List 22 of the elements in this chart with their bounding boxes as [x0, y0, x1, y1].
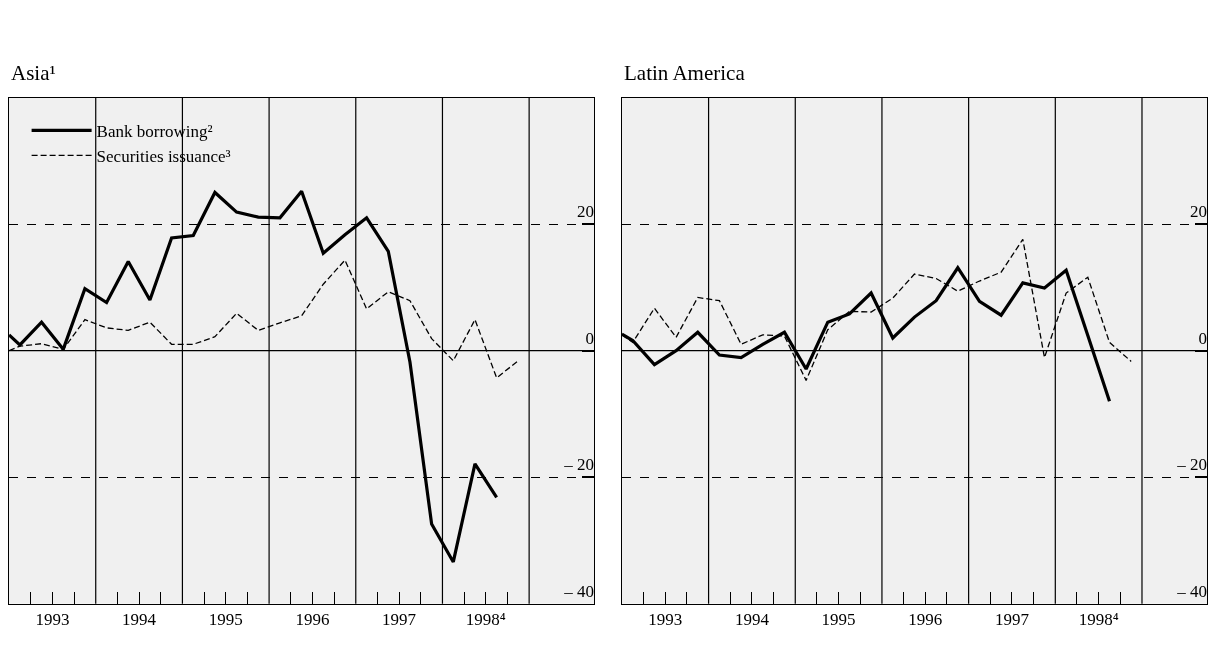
- x-tick-label: 1997: [994, 610, 1030, 630]
- y-tick-label: 20: [1189, 202, 1207, 222]
- y-tick-label: – 20: [1176, 455, 1207, 475]
- chart-title: Asia¹: [11, 61, 56, 85]
- x-tick-label: 1994: [122, 610, 157, 630]
- x-tick-label: 1996: [908, 610, 943, 630]
- x-tick-label: 1998⁴: [465, 610, 506, 630]
- y-tick-label: 0: [1198, 328, 1207, 348]
- y-tick-label: – 20: [563, 455, 595, 475]
- y-tick-label: 20: [577, 202, 595, 222]
- chart-title: Latin America: [624, 61, 746, 85]
- y-tick-label: 0: [585, 328, 595, 348]
- y-tick-label: – 40: [563, 582, 595, 602]
- x-tick-label: 1997: [382, 610, 417, 630]
- x-tick-label: 1995: [821, 610, 856, 630]
- x-tick-label: 1993: [648, 610, 683, 630]
- x-tick-label: 1993: [35, 610, 70, 630]
- x-tick-label: 1996: [295, 610, 330, 630]
- x-tick-label: 1998⁴: [1078, 610, 1119, 630]
- x-tick-label: 1994: [734, 610, 770, 630]
- y-tick-label: – 40: [1176, 582, 1207, 602]
- x-tick-label: 1995: [208, 610, 243, 630]
